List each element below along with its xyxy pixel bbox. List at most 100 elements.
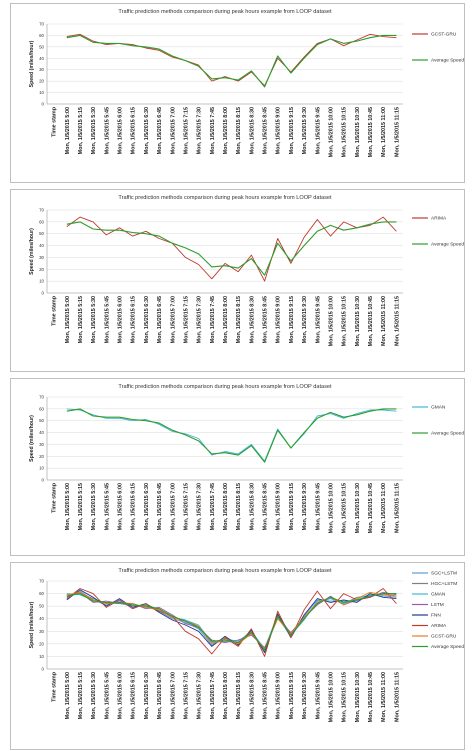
x-tick-label: Mon, 1/5/2015 7:45 <box>210 296 216 343</box>
x-tick-label: Mon, 1/5/2015 10:30 <box>355 672 361 722</box>
x-tick-label: Mon, 1/5/2015 8:30 <box>249 296 255 343</box>
series-line-average-speed <box>66 593 397 651</box>
x-tick-label: Mon, 1/5/2015 10:30 <box>355 483 361 533</box>
x-tick-label: Mon, 1/5/2015 7:45 <box>210 672 216 719</box>
x-tick-label: Mon, 1/5/2015 5:45 <box>104 483 110 530</box>
x-tick-label: Mon, 1/5/2015 5:30 <box>91 483 97 530</box>
x-tick-label: Mon, 1/5/2015 8:00 <box>223 296 229 343</box>
x-tick-label: Mon, 1/5/2015 9:00 <box>276 107 282 154</box>
x-tick-label: Mon, 1/5/2015 5:00 <box>65 107 71 154</box>
y-tick-label: 40 <box>39 616 44 621</box>
y-tick-label: 10 <box>39 90 44 95</box>
x-tick-label: Mon, 1/5/2015 8:30 <box>249 672 255 719</box>
x-tick-label: Mon, 1/5/2015 6:45 <box>157 672 163 719</box>
chart-title: Traffic prediction methods comparison du… <box>118 384 332 390</box>
y-tick-label: 70 <box>39 208 44 213</box>
x-tick-label: Mon, 1/5/2015 6:45 <box>157 107 163 154</box>
chart-title: Traffic prediction methods comparison du… <box>118 9 332 15</box>
x-tick-label: Mon, 1/5/2015 5:15 <box>78 296 84 343</box>
chart-panel-1: Traffic prediction methods comparison du… <box>10 3 465 183</box>
x-tick-label: Mon, 1/5/2015 6:15 <box>131 672 137 719</box>
x-tick-label: Mon, 1/5/2015 7:30 <box>197 296 203 343</box>
series-line-arima <box>66 216 397 282</box>
x-tick-label: Mon, 1/5/2015 9:15 <box>289 672 295 719</box>
x-tick-label: Mon, 1/5/2015 9:30 <box>302 296 308 343</box>
x-tick-label: Mon, 1/5/2015 10:00 <box>328 107 334 157</box>
y-tick-label: 60 <box>39 591 44 596</box>
y-axis-label: Speed (miles/hour) <box>29 228 35 275</box>
y-tick-label: 40 <box>39 56 44 61</box>
x-tick-label: Mon, 1/5/2015 7:00 <box>170 672 176 719</box>
x-tick-label: Mon, 1/5/2015 9:30 <box>302 483 308 530</box>
x-tick-label: Mon, 1/5/2015 6:45 <box>157 483 163 530</box>
x-tick-label: Mon, 1/5/2015 10:15 <box>342 483 348 533</box>
x-tick-label: Mon, 1/5/2015 6:30 <box>144 483 150 530</box>
legend-item-label: Average Speed <box>431 431 464 437</box>
y-tick-label: 20 <box>39 641 44 646</box>
x-tick-label: Mon, 1/5/2015 8:15 <box>236 483 242 530</box>
x-tick-label: Mon, 1/5/2015 9:15 <box>289 107 295 154</box>
x-tick-label: Mon, 1/5/2015 10:30 <box>355 107 361 157</box>
x-tick-label: Mon, 1/5/2015 11:15 <box>394 483 400 533</box>
chart-svg-3: Traffic prediction methods comparison du… <box>29 384 464 533</box>
y-tick-label: 50 <box>39 231 44 236</box>
y-tick-label: 30 <box>39 255 44 260</box>
legend-item-label: Average Speed <box>431 58 464 64</box>
x-axis-label: Time stamp <box>52 295 58 326</box>
x-tick-label: Mon, 1/5/2015 7:45 <box>210 483 216 530</box>
x-tick-label: Mon, 1/5/2015 7:45 <box>210 107 216 154</box>
y-axis-label: Speed (miles/hour) <box>29 415 35 462</box>
y-tick-label: 40 <box>39 243 44 248</box>
x-tick-label: Mon, 1/5/2015 5:00 <box>65 483 71 530</box>
y-tick-label: 70 <box>39 22 44 27</box>
y-tick-label: 20 <box>39 79 44 84</box>
x-tick-label: Mon, 1/5/2015 9:15 <box>289 483 295 530</box>
x-tick-label: Mon, 1/5/2015 9:45 <box>315 672 321 719</box>
y-tick-label: 10 <box>39 466 44 471</box>
chart-svg-2: Traffic prediction methods comparison du… <box>29 195 464 346</box>
y-tick-label: 30 <box>39 67 44 72</box>
x-tick-label: Mon, 1/5/2015 8:45 <box>263 296 269 343</box>
legend-item-label: Average Speed <box>431 644 464 650</box>
x-axis-label: Time stamp <box>52 482 58 513</box>
x-tick-label: Mon, 1/5/2015 6:00 <box>118 296 124 343</box>
x-tick-label: Mon, 1/5/2015 8:30 <box>249 107 255 154</box>
legend-item-label: FNN <box>431 613 441 619</box>
y-tick-label: 20 <box>39 454 44 459</box>
legend-item-label: SGC+LSTM <box>431 571 457 577</box>
x-tick-label: Mon, 1/5/2015 8:45 <box>263 672 269 719</box>
series-line-gcst-gru <box>66 33 397 87</box>
y-tick-label: 60 <box>39 33 44 38</box>
series-line-gman <box>66 408 397 462</box>
chart-title: Traffic prediction methods comparison du… <box>118 568 332 574</box>
chart-svg-1: Traffic prediction methods comparison du… <box>29 9 464 157</box>
y-tick-label: 10 <box>39 279 44 284</box>
series-line-arima <box>66 588 397 657</box>
y-tick-label: 50 <box>39 418 44 423</box>
x-tick-label: Mon, 1/5/2015 5:30 <box>91 296 97 343</box>
y-tick-label: 40 <box>39 430 44 435</box>
legend-item-label: GCST-GRU <box>431 634 457 640</box>
x-tick-label: Mon, 1/5/2015 10:45 <box>368 483 374 533</box>
legend-item-label: GMAN <box>431 592 446 598</box>
x-tick-label: Mon, 1/5/2015 9:15 <box>289 296 295 343</box>
x-tick-label: Mon, 1/5/2015 8:15 <box>236 107 242 154</box>
x-tick-label: Mon, 1/5/2015 9:45 <box>315 296 321 343</box>
legend-item-label: GCST-GRU <box>431 32 457 38</box>
y-tick-label: 60 <box>39 406 44 411</box>
x-tick-label: Mon, 1/5/2015 7:15 <box>183 296 189 343</box>
x-tick-label: Mon, 1/5/2015 5:15 <box>78 107 84 154</box>
x-tick-label: Mon, 1/5/2015 5:00 <box>65 296 71 343</box>
y-tick-label: 0 <box>42 291 45 296</box>
x-tick-label: Mon, 1/5/2015 7:15 <box>183 483 189 530</box>
chart-title: Traffic prediction methods comparison du… <box>118 195 332 201</box>
x-tick-label: Mon, 1/5/2015 6:00 <box>118 672 124 719</box>
x-tick-label: Mon, 1/5/2015 9:00 <box>276 483 282 530</box>
chart-svg-4: Traffic prediction methods comparison du… <box>29 568 464 722</box>
x-tick-label: Mon, 1/5/2015 10:45 <box>368 107 374 157</box>
series-line-average-speed <box>66 34 397 88</box>
y-tick-label: 70 <box>39 395 44 400</box>
x-tick-label: Mon, 1/5/2015 11:00 <box>381 672 387 722</box>
x-tick-label: Mon, 1/5/2015 9:00 <box>276 296 282 343</box>
chart-panel-2: Traffic prediction methods comparison du… <box>10 189 465 372</box>
